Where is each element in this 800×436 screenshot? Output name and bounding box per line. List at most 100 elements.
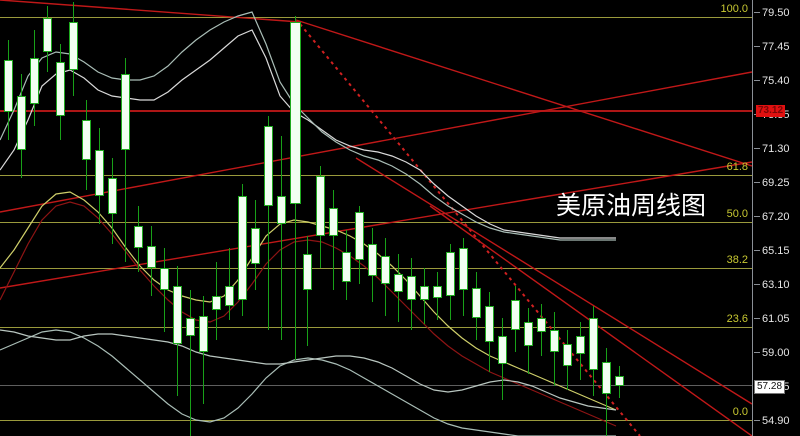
candle-body — [108, 178, 117, 214]
candlestick[interactable] — [82, 0, 91, 436]
fib-label-100.0: 100.0 — [720, 3, 748, 15]
candlestick[interactable] — [576, 0, 585, 436]
candle-body — [121, 74, 130, 150]
candlestick[interactable] — [485, 0, 494, 436]
candlestick[interactable] — [186, 0, 195, 436]
candlestick[interactable] — [225, 0, 234, 436]
candle-wick — [125, 58, 126, 262]
candle-body — [342, 252, 351, 282]
axis-tick-label: 77.45 — [762, 41, 790, 53]
candle-wick — [333, 190, 334, 290]
candle-body — [82, 120, 91, 160]
candlestick[interactable] — [602, 0, 611, 436]
candlestick[interactable] — [589, 0, 598, 436]
ma-white — [0, 29, 616, 239]
axis-tick-label: 65.15 — [762, 245, 790, 257]
fib-line-100.0 — [0, 17, 752, 18]
candlestick[interactable] — [498, 0, 507, 436]
candle-body — [303, 254, 312, 290]
fib-line-50.0 — [0, 222, 752, 223]
candlestick[interactable] — [95, 0, 104, 436]
candlestick[interactable] — [264, 0, 273, 436]
candlestick[interactable] — [108, 0, 117, 436]
candlestick[interactable] — [160, 0, 169, 436]
candlestick[interactable] — [537, 0, 546, 436]
candlestick[interactable] — [511, 0, 520, 436]
candlestick[interactable] — [459, 0, 468, 436]
candlestick[interactable] — [381, 0, 390, 436]
candle-body — [264, 126, 273, 206]
candlestick[interactable] — [524, 0, 533, 436]
candlestick[interactable] — [17, 0, 26, 436]
candlestick[interactable] — [277, 0, 286, 436]
candlestick[interactable] — [446, 0, 455, 436]
axis-tick — [754, 352, 760, 353]
level-price: 73.12 — [756, 105, 786, 117]
candle-body — [290, 22, 301, 204]
axis-tick — [754, 148, 760, 149]
axis-tick-label: 67.20 — [762, 211, 790, 223]
candle-body — [511, 300, 520, 330]
candlestick[interactable] — [303, 0, 312, 436]
candlestick[interactable] — [56, 0, 65, 436]
candle-body — [537, 318, 546, 332]
chart-plot-area[interactable]: 美原油周线图 — [0, 0, 752, 436]
candlestick[interactable] — [355, 0, 364, 436]
candlestick[interactable] — [30, 0, 39, 436]
candle-wick — [190, 290, 191, 436]
candlestick[interactable] — [316, 0, 325, 436]
price-axis[interactable]: 79.5077.4575.4073.3571.3069.2567.2065.15… — [752, 0, 800, 436]
price-axis-line — [752, 0, 753, 436]
candlestick[interactable] — [121, 0, 130, 436]
candle-body — [69, 22, 78, 70]
candle-body — [589, 318, 598, 370]
candlestick[interactable] — [563, 0, 572, 436]
candle-body — [147, 246, 156, 268]
candlestick[interactable] — [290, 0, 301, 436]
candlestick[interactable] — [238, 0, 247, 436]
resistance-73 — [0, 110, 752, 112]
candlestick[interactable] — [147, 0, 156, 436]
candlestick[interactable] — [472, 0, 481, 436]
candlestick[interactable] — [368, 0, 377, 436]
downtrend-steep-dotted — [299, 23, 641, 436]
resistance-fan — [0, 0, 301, 23]
candle-wick — [229, 248, 230, 320]
candle-body — [186, 318, 195, 336]
candlestick[interactable] — [407, 0, 416, 436]
chart-annotation-label: 美原油周线图 — [556, 191, 707, 220]
axis-tick — [754, 80, 760, 81]
axis-tick-label: 69.25 — [762, 177, 790, 189]
candlestick[interactable] — [173, 0, 182, 436]
axis-tick — [754, 182, 760, 183]
candlestick[interactable] — [4, 0, 13, 436]
candle-body — [43, 18, 52, 52]
candlestick[interactable] — [43, 0, 52, 436]
candlestick[interactable] — [212, 0, 221, 436]
fib-line-23.6 — [0, 327, 752, 328]
axis-tick — [754, 250, 760, 251]
candle-body — [56, 62, 65, 116]
candle-body — [394, 274, 403, 292]
candlestick[interactable] — [615, 0, 624, 436]
candle-wick — [268, 116, 269, 330]
candlestick[interactable] — [550, 0, 559, 436]
candle-body — [316, 176, 325, 236]
candle-body — [615, 376, 624, 386]
oscillator-lower — [0, 329, 617, 411]
candlestick[interactable] — [251, 0, 260, 436]
candlestick[interactable] — [342, 0, 351, 436]
candlestick[interactable] — [329, 0, 338, 436]
moving-averages-layer — [0, 11, 617, 436]
candlestick[interactable] — [433, 0, 442, 436]
candlestick[interactable] — [199, 0, 208, 436]
candlestick[interactable] — [420, 0, 429, 436]
candlestick[interactable] — [134, 0, 143, 436]
candlestick[interactable] — [69, 0, 78, 436]
candlestick[interactable] — [394, 0, 403, 436]
axis-tick — [754, 284, 760, 285]
axis-tick — [754, 46, 760, 47]
candle-body — [524, 322, 533, 346]
candle-body — [30, 58, 39, 104]
